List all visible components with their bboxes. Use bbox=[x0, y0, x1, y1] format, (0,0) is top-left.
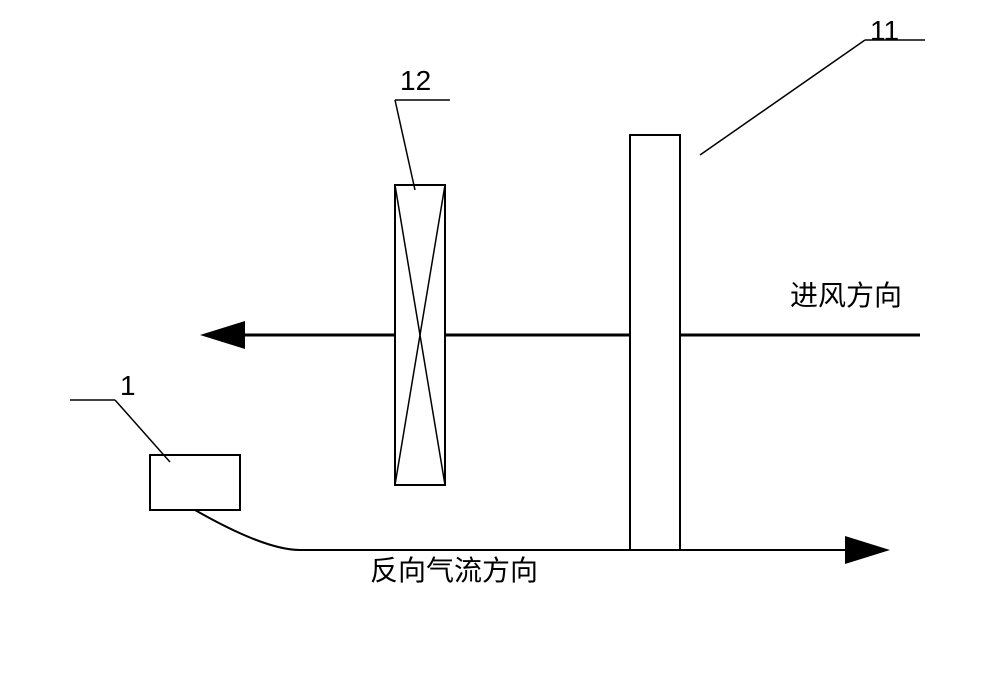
label-inlet-direction: 进风方向 bbox=[790, 280, 902, 311]
label-1: 1 bbox=[120, 370, 136, 401]
label-12: 12 bbox=[400, 65, 431, 96]
leader-11 bbox=[700, 40, 865, 155]
label-reverse-direction: 反向气流方向 bbox=[370, 555, 538, 586]
main-axis-arrowhead bbox=[200, 321, 245, 349]
leader-12 bbox=[395, 100, 415, 190]
component-1 bbox=[150, 455, 240, 510]
reverse-flow-path-left bbox=[195, 510, 630, 550]
label-11: 11 bbox=[870, 15, 899, 46]
diagram-canvas: 11 12 1 进风方向反向气流方向 bbox=[0, 0, 1000, 693]
component-11 bbox=[630, 135, 680, 550]
reverse-flow-arrowhead bbox=[845, 536, 890, 564]
leader-1 bbox=[115, 400, 170, 462]
